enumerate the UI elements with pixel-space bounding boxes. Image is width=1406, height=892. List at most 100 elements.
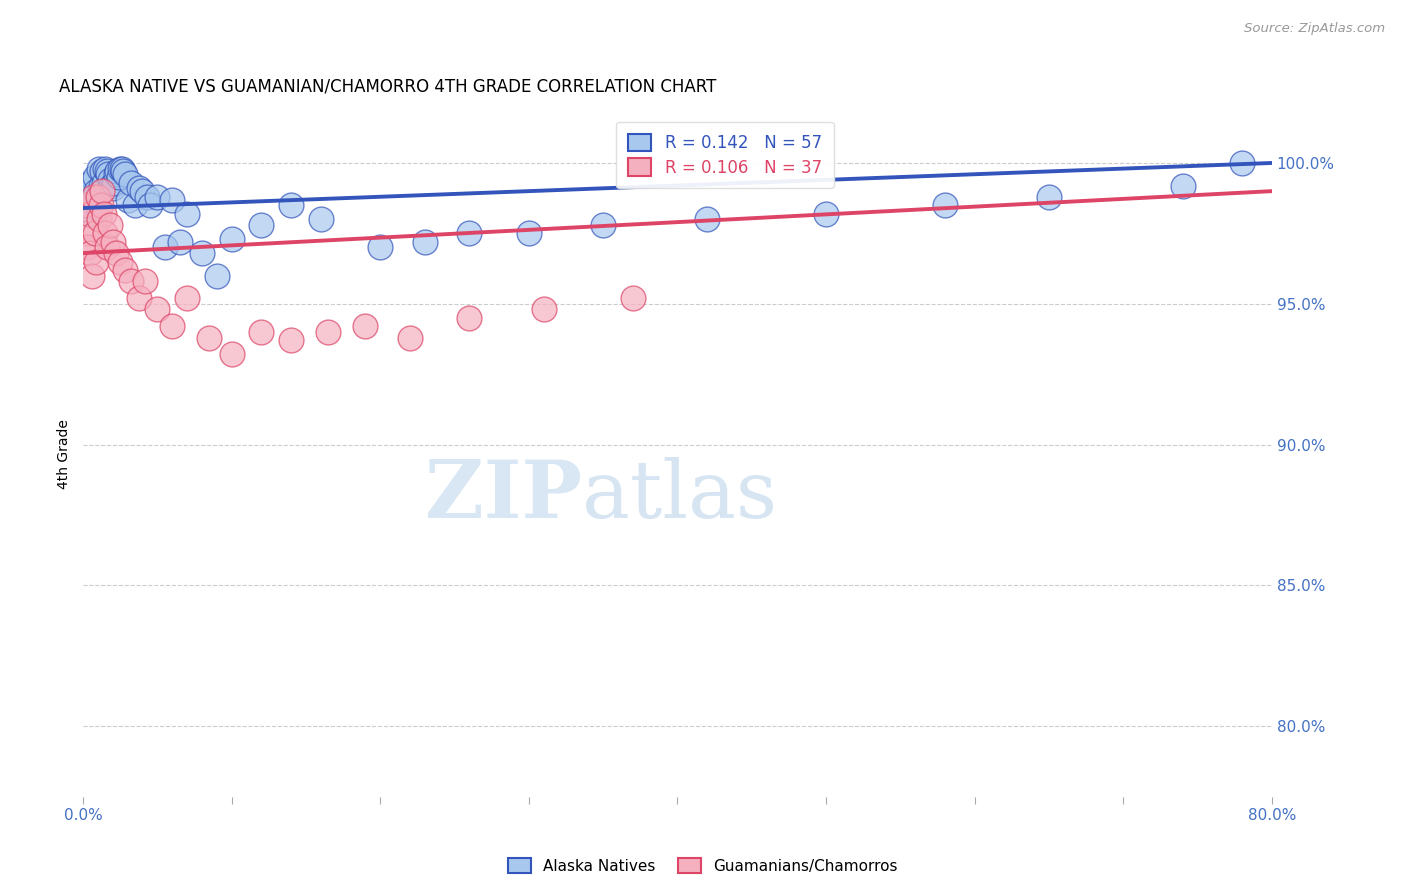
Point (98, 218, 121, 232)
Point (280, 198, 302, 212)
Point (86, 184, 108, 198)
Text: ZIP: ZIP (426, 457, 582, 534)
Point (97, 167, 120, 181)
Point (128, 181, 150, 195)
Point (91, 164, 114, 178)
Point (191, 246, 214, 260)
Point (82, 190, 104, 204)
Point (104, 167, 127, 181)
Point (83, 169, 105, 184)
Point (160, 193, 183, 207)
Point (112, 164, 135, 178)
Point (146, 302, 169, 317)
Point (77, 198, 100, 212)
Point (134, 274, 156, 288)
Point (1171, 178, 1194, 193)
Point (399, 330, 422, 344)
Point (146, 190, 169, 204)
Point (135, 190, 157, 204)
Point (108, 254, 131, 268)
Point (934, 198, 956, 212)
Point (696, 212, 718, 227)
Point (815, 207, 838, 221)
Point (96, 164, 118, 178)
Point (592, 218, 614, 232)
Point (105, 164, 128, 178)
Point (76, 190, 98, 204)
Text: ALASKA NATIVE VS GUAMANIAN/CHAMORRO 4TH GRADE CORRELATION CHART: ALASKA NATIVE VS GUAMANIAN/CHAMORRO 4TH … (59, 78, 717, 95)
Point (176, 291, 198, 305)
Point (250, 218, 273, 232)
Point (1038, 190, 1060, 204)
Point (80, 193, 103, 207)
Point (114, 167, 136, 181)
Point (76, 240, 98, 254)
Legend: R = 0.142   N = 57, R = 0.106   N = 37: R = 0.142 N = 57, R = 0.106 N = 37 (616, 122, 834, 188)
Point (94, 161, 117, 176)
Point (101, 181, 124, 195)
Text: atlas: atlas (582, 457, 778, 534)
Point (131, 184, 153, 198)
Point (108, 161, 131, 176)
Point (103, 176, 125, 190)
Point (93, 207, 115, 221)
Point (77, 207, 100, 221)
Point (73, 184, 96, 198)
Point (280, 334, 302, 348)
Point (124, 198, 146, 212)
Point (90, 178, 112, 193)
Point (94, 227, 117, 241)
Point (198, 330, 221, 344)
Point (82, 207, 104, 221)
Point (458, 310, 481, 325)
Point (89, 161, 111, 176)
Text: Source: ZipAtlas.com: Source: ZipAtlas.com (1244, 22, 1385, 36)
Point (86, 254, 108, 268)
Point (128, 291, 150, 305)
Point (413, 235, 436, 249)
Point (75, 178, 97, 193)
Point (104, 246, 127, 260)
Point (153, 240, 176, 254)
Point (309, 212, 332, 227)
Point (221, 347, 243, 361)
Y-axis label: 4th Grade: 4th Grade (58, 419, 72, 490)
Point (139, 198, 162, 212)
Point (458, 227, 481, 241)
Point (73, 198, 96, 212)
Point (117, 193, 139, 207)
Point (250, 325, 273, 339)
Point (79, 176, 101, 190)
Point (114, 263, 136, 277)
Point (169, 235, 191, 249)
Point (316, 325, 339, 339)
Point (75, 227, 97, 241)
Point (120, 176, 142, 190)
Legend: Alaska Natives, Guamanians/Chamorros: Alaska Natives, Guamanians/Chamorros (502, 852, 904, 880)
Point (533, 302, 555, 317)
Point (100, 178, 122, 193)
Point (368, 240, 391, 254)
Point (1230, 156, 1253, 170)
Point (107, 169, 129, 184)
Point (205, 268, 228, 283)
Point (120, 274, 142, 288)
Point (517, 227, 540, 241)
Point (89, 212, 111, 227)
Point (160, 319, 183, 334)
Point (111, 161, 134, 176)
Point (354, 319, 377, 334)
Point (90, 198, 112, 212)
Point (101, 235, 124, 249)
Point (621, 291, 644, 305)
Point (87, 190, 110, 204)
Point (87, 201, 110, 215)
Point (221, 232, 243, 246)
Point (91, 184, 114, 198)
Point (79, 246, 101, 260)
Point (98, 173, 121, 187)
Point (176, 207, 198, 221)
Point (96, 240, 118, 254)
Point (83, 227, 105, 241)
Point (80, 268, 103, 283)
